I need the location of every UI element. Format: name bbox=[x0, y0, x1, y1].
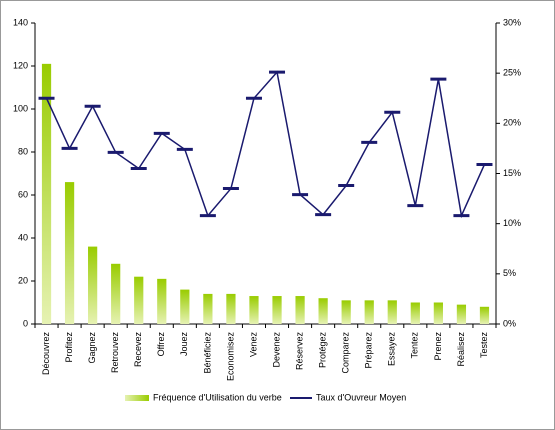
bar bbox=[387, 300, 397, 324]
bar bbox=[295, 296, 305, 324]
bar bbox=[341, 300, 351, 324]
bar bbox=[410, 302, 420, 324]
line bbox=[45, 70, 486, 219]
x-tick-label: Préparez bbox=[364, 332, 374, 369]
bar bbox=[64, 182, 75, 324]
y-tick-label: 0 bbox=[23, 318, 28, 328]
x-tick-label: Offrez bbox=[156, 332, 166, 357]
y-tick-label: 20 bbox=[18, 275, 28, 285]
bar bbox=[364, 300, 374, 324]
x-tick-label: Protégez bbox=[318, 332, 328, 369]
y-tick-label: 140 bbox=[13, 17, 28, 27]
bar bbox=[226, 293, 236, 324]
y-tick-label: 120 bbox=[13, 60, 28, 70]
x-tick-label: Economisez bbox=[225, 332, 235, 382]
x-tick-label: Jouez bbox=[179, 332, 189, 357]
y-tick-label: 100 bbox=[13, 103, 28, 113]
bar bbox=[41, 63, 52, 324]
x-tick-label: Comparez bbox=[341, 332, 351, 374]
bar bbox=[157, 278, 167, 324]
x-tick-label: Testez bbox=[479, 332, 489, 359]
bar bbox=[111, 263, 121, 324]
x-tick-label: Prenez bbox=[433, 332, 443, 361]
x-tick-label: Essayez bbox=[387, 332, 397, 367]
y-tick-label: 40 bbox=[18, 232, 28, 242]
x-tick-label: Retrouvez bbox=[110, 332, 120, 374]
bar bbox=[134, 276, 144, 324]
x-tick-label: Bénéficiez bbox=[202, 332, 212, 374]
bar bbox=[433, 302, 443, 324]
x-tick-label: Réalisez bbox=[456, 332, 466, 367]
bar bbox=[88, 246, 98, 324]
y2-tick-label: 10% bbox=[503, 218, 521, 228]
bar bbox=[249, 296, 259, 324]
y2-tick-label: 20% bbox=[503, 118, 521, 128]
x-tick-label: Venez bbox=[248, 332, 258, 358]
x-tick-label: Gagnez bbox=[87, 332, 97, 364]
y-tick-label: 60 bbox=[18, 189, 28, 199]
y2-tick-label: 5% bbox=[503, 268, 516, 278]
bar bbox=[203, 293, 213, 324]
bar bbox=[479, 306, 490, 324]
bar bbox=[180, 289, 190, 324]
legend-label: Fréquence d'Utilisation du verbe bbox=[153, 392, 282, 402]
x-tick-label: Profitez bbox=[64, 332, 74, 363]
y2-tick-label: 30% bbox=[503, 17, 521, 27]
y2-tick-label: 0% bbox=[503, 318, 516, 328]
x-tick-label: Réservez bbox=[294, 332, 304, 371]
legend-swatch bbox=[125, 395, 149, 401]
x-tick-label: Recevez bbox=[133, 332, 143, 368]
bar bbox=[318, 298, 328, 324]
legend-label: Taux d'Ouvreur Moyen bbox=[316, 392, 406, 402]
x-tick-label: Tentez bbox=[410, 332, 420, 359]
x-tick-label: Découvrez bbox=[41, 332, 51, 376]
bar bbox=[272, 296, 282, 324]
x-tick-label: Devenez bbox=[271, 332, 281, 368]
y2-tick-label: 25% bbox=[503, 68, 521, 78]
bar bbox=[456, 304, 467, 324]
y2-tick-label: 15% bbox=[503, 168, 521, 178]
y-tick-label: 80 bbox=[18, 146, 28, 156]
